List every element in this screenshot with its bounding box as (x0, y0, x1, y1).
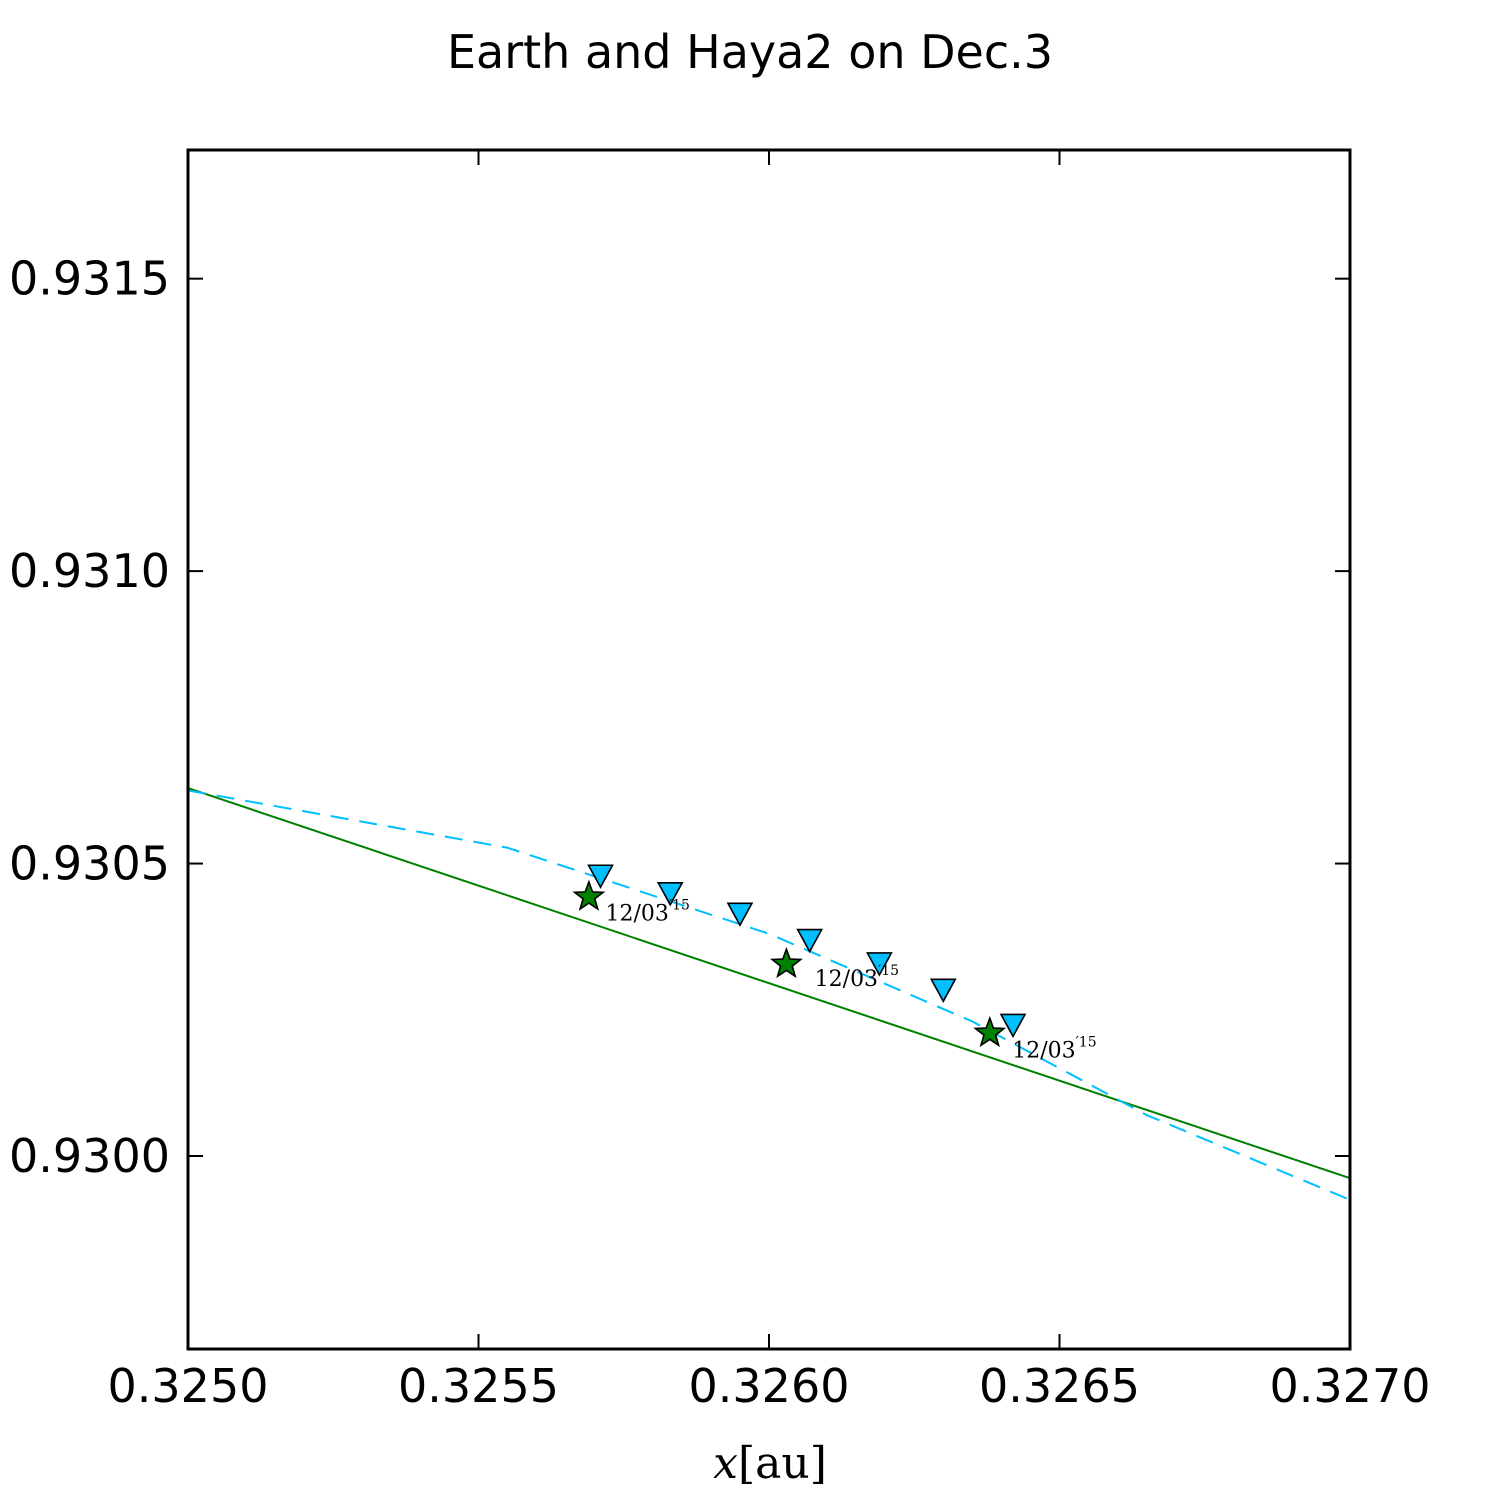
date-annotation-superscript: ′15 (1076, 1035, 1097, 1051)
earth-star-marker (770, 946, 803, 979)
earth-star-marker (572, 879, 606, 911)
chart-title: Earth and Haya2 on Dec.3 (447, 25, 1053, 79)
date-annotation-superscript: ′15 (669, 897, 690, 913)
date-annotation: 12/03′15 (606, 897, 690, 926)
x-axis-unit: [au] (738, 1438, 827, 1489)
tick-labels: 0.3250 0.3255 0.3260 0.3265 0.3270 0.9300 0.93… (9, 252, 1430, 1413)
x-tick-label: 0.3270 (1270, 1359, 1431, 1413)
haya2-triangle-marker (587, 864, 614, 889)
date-annotation: 12/03′15 (1012, 1035, 1096, 1064)
y-tick-label: 0.9305 (9, 837, 170, 891)
haya2-triangle-marker (866, 952, 893, 977)
x-axis-variable: x (713, 1438, 738, 1489)
haya2-orbit-line (188, 789, 1350, 1201)
earth-orbit-line (188, 787, 1350, 1180)
haya2-triangle-marker (999, 1013, 1027, 1039)
x-tick-label: 0.3265 (979, 1359, 1140, 1413)
x-axis-label: x[au] (713, 1438, 827, 1489)
y-tick-label: 0.9310 (9, 544, 170, 598)
y-tick-label: 0.9315 (9, 252, 170, 306)
axes-frame (186, 148, 1352, 1351)
x-tick-label: 0.3250 (108, 1359, 269, 1413)
date-annotation-text: 12/03 (815, 967, 878, 992)
date-annotation-text: 12/03 (606, 901, 669, 926)
date-annotation-text: 12/03 (1012, 1039, 1075, 1064)
haya2-triangle-marker (796, 928, 824, 954)
date-annotation: 12/03′15 (815, 963, 899, 992)
x-tick-label: 0.3255 (398, 1359, 559, 1413)
haya2-triangle-marker (929, 978, 957, 1003)
x-tick-label: 0.3260 (689, 1359, 850, 1413)
axes-border (186, 148, 1352, 1351)
date-annotation-superscript: ′15 (878, 963, 899, 979)
y-tick-label: 0.9300 (9, 1129, 170, 1183)
haya2-triangle-marker (656, 881, 684, 907)
haya2-triangle-marker (726, 902, 754, 927)
earth-star-marker (973, 1015, 1007, 1048)
